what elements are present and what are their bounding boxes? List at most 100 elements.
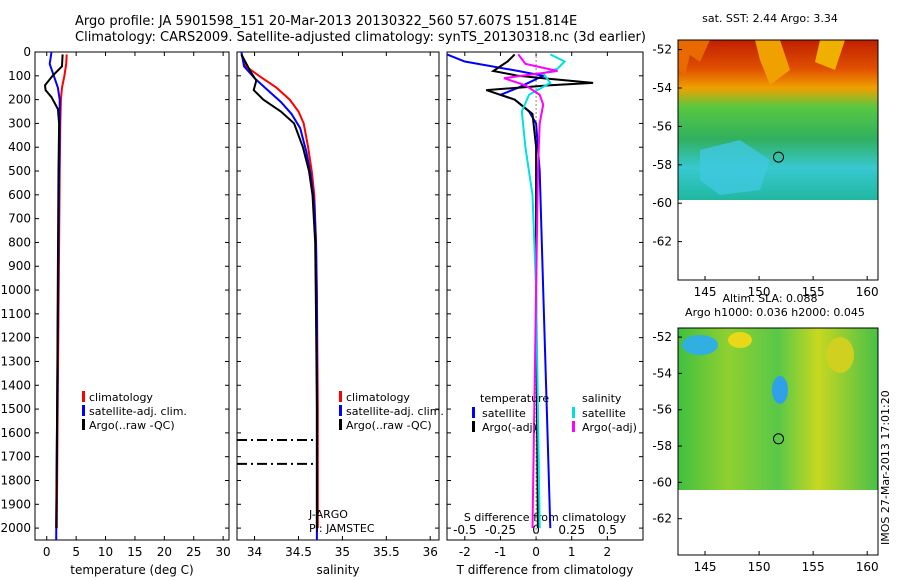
temperature-legend-swatch — [82, 405, 85, 416]
sst-front-patch-2 — [815, 40, 845, 70]
difference-xtick-label: -2 — [459, 545, 471, 559]
depth-tick-label: 900 — [8, 259, 31, 273]
figure-title-line2: Climatology: CARS2009. Satellite-adjuste… — [75, 30, 646, 45]
temperature-xtick-label: 15 — [127, 545, 142, 559]
difference-series-argo — [485, 53, 594, 529]
difference-legend-heading: salinity — [582, 392, 622, 405]
sla-map-title-line1: Altim. SLA: 0.088 — [722, 292, 817, 305]
temperature-xtick-label: 30 — [215, 545, 230, 559]
difference-xtick-label: 1 — [568, 545, 576, 559]
difference-top-tick-label: -0.25 — [485, 523, 516, 537]
sst-argo-marker — [773, 151, 784, 163]
sla-xtick-label: 160 — [856, 560, 879, 574]
sla-ytick-label: -54 — [652, 366, 672, 380]
sst-map-title: sat. SST: 2.44 Argo: 3.34 — [702, 12, 838, 25]
difference-xtick-label: -1 — [494, 545, 506, 559]
salinity-xtick-label: 35.5 — [373, 545, 400, 559]
difference-top-tick-label: 0.5 — [598, 523, 617, 537]
sst-map-panel: sat. SST: 2.44 Argo: 3.34 145 150 155 160 -5… — [652, 12, 878, 299]
sla-map-title-line2: Argo h1000: 0.036 h2000: 0.045 — [685, 306, 865, 319]
salinity-xtick-label: 34 — [247, 545, 262, 559]
difference-legend-swatch — [572, 421, 575, 432]
difference-series-sal_argo — [503, 53, 558, 529]
salinity-legend-label: climatology — [346, 391, 410, 404]
sst-ytick-label: -60 — [652, 196, 672, 210]
temperature-legend-label: Argo(..raw -QC) — [89, 419, 175, 432]
salinity-legend-swatch — [339, 419, 342, 430]
sla-map-panel: Altim. SLA: 0.088 Argo h1000: 0.036 h200… — [652, 292, 878, 574]
depth-tick-label: 1300 — [0, 354, 31, 368]
depth-tick-label: 1800 — [0, 473, 31, 487]
salinity-series-climatology — [240, 54, 319, 529]
salinity-xtick-label: 34.5 — [285, 545, 312, 559]
sst-cold-patch — [700, 140, 770, 195]
sla-ytick-label: -58 — [652, 439, 672, 453]
sst-front-patch — [755, 40, 790, 85]
sst-map-frame — [677, 39, 879, 281]
sst-xtick-label: 155 — [802, 285, 825, 299]
temperature-xtick-label: 25 — [186, 545, 201, 559]
depth-tick-label: 2000 — [0, 521, 31, 535]
salinity-series-argo — [240, 53, 318, 529]
sla-xtick-label: 155 — [802, 560, 825, 574]
depth-tick-label: 0 — [23, 45, 31, 59]
difference-top-tick-label: 0.25 — [558, 523, 585, 537]
sst-ytick-label: -54 — [652, 81, 672, 95]
temperature-xtick-label: 10 — [98, 545, 113, 559]
temperature-series-argo — [43, 54, 64, 529]
depth-tick-label: 1900 — [0, 497, 31, 511]
figure-title-line1: Argo profile: JA 5901598_151 20-Mar-2013… — [75, 14, 577, 29]
depth-tick-label: 1200 — [0, 331, 31, 345]
sst-xtick-label: 160 — [856, 285, 879, 299]
difference-top-tick-label: -0.5 — [453, 523, 476, 537]
sst-ytick-label: -56 — [652, 119, 672, 133]
sst-ytick-label: -58 — [652, 158, 672, 172]
sla-high-patch — [826, 337, 854, 373]
depth-tick-label: 1000 — [0, 283, 31, 297]
sla-xtick-label: 150 — [748, 560, 771, 574]
difference-legend-swatch — [472, 407, 475, 418]
salinity-series-satellite — [240, 51, 318, 540]
difference-legend-swatch — [472, 421, 475, 432]
sla-no-data-region — [678, 490, 878, 555]
salinity-xtick-label: 35 — [335, 545, 350, 559]
depth-tick-label: 700 — [8, 212, 31, 226]
temperature-xtick-label: 0 — [43, 545, 51, 559]
sla-ytick-label: -56 — [652, 403, 672, 417]
temperature-legend-label: satellite-adj. clim. — [89, 405, 187, 418]
temperature-xlabel: temperature (deg C) — [70, 563, 193, 577]
sla-ytick-label: -52 — [652, 330, 672, 344]
difference-xlabel: T difference from climatology — [456, 563, 634, 577]
depth-tick-label: 1100 — [0, 307, 31, 321]
salinity-annotation: J-ARGO — [308, 508, 348, 521]
difference-xtick-label: 2 — [604, 545, 612, 559]
sst-ytick-label: -52 — [652, 43, 672, 57]
sla-ytick-label: -62 — [652, 512, 672, 526]
sst-no-data-region — [678, 200, 878, 280]
difference-legend-label: satellite — [582, 407, 626, 420]
depth-tick-label: 1400 — [0, 378, 31, 392]
difference-legend-label: satellite — [482, 407, 526, 420]
difference-legend-swatch — [572, 407, 575, 418]
difference-legend-label: Argo(-adj) — [482, 421, 537, 434]
temperature-axes-frame — [34, 51, 230, 541]
sst-xtick-label: 150 — [748, 285, 771, 299]
temperature-legend-swatch — [82, 391, 85, 402]
depth-tick-label: 100 — [8, 69, 31, 83]
depth-tick-label: 200 — [8, 93, 31, 107]
depth-tick-label: 800 — [8, 235, 31, 249]
timestamp-watermark: IMOS 27-Mar-2013 17:01:20 — [879, 390, 892, 545]
salinity-xtick-label: 36 — [423, 545, 438, 559]
salinity-legend-swatch — [339, 405, 342, 416]
temperature-xtick-label: 20 — [157, 545, 172, 559]
temperature-panel: 0100200300400500600700800900100011001200… — [0, 45, 230, 577]
sla-low-patch — [682, 335, 718, 355]
temperature-legend-swatch — [82, 419, 85, 430]
sla-high-patch-2 — [728, 332, 752, 348]
depth-tick-label: 1500 — [0, 402, 31, 416]
sla-ytick-label: -60 — [652, 475, 672, 489]
depth-tick-label: 600 — [8, 188, 31, 202]
depth-tick-label: 1600 — [0, 426, 31, 440]
